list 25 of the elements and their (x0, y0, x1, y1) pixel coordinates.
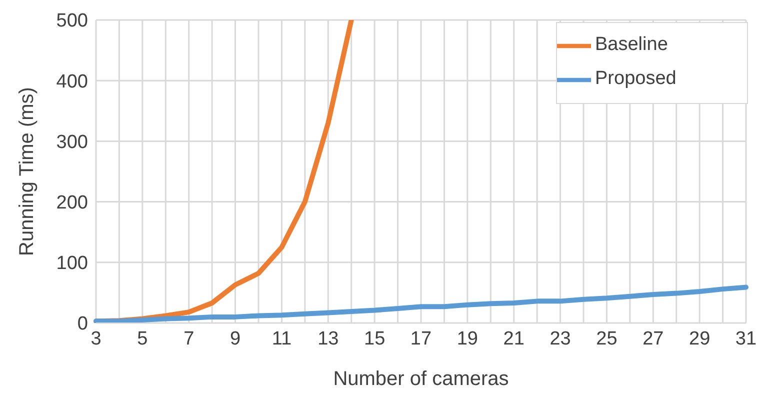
x-tick-label: 21 (503, 328, 524, 350)
x-tick-label: 9 (230, 328, 241, 350)
y-tick-label: 100 (56, 253, 88, 274)
x-tick-label: 17 (410, 328, 432, 350)
x-tick-label: 13 (318, 328, 339, 350)
x-tick-label: 31 (735, 328, 757, 350)
x-tick-label: 27 (642, 328, 664, 350)
x-axis-title: Number of cameras (333, 368, 509, 390)
y-tick-label: 300 (56, 132, 88, 153)
y-tick-label: 200 (56, 192, 88, 214)
x-tick-label: 19 (456, 328, 478, 350)
x-tick-label: 29 (689, 328, 710, 350)
y-tick-label: 500 (56, 10, 88, 32)
x-tick-label: 7 (184, 328, 194, 350)
y-tick-label: 400 (56, 71, 88, 92)
x-tick-label: 23 (550, 328, 571, 350)
x-tick-label: 5 (137, 328, 148, 350)
y-tick-label: 0 (77, 314, 88, 335)
x-tick-label: 25 (596, 328, 618, 350)
legend-label: Proposed (595, 68, 676, 90)
x-tick-label: 15 (364, 328, 386, 350)
legend-label: Baseline (595, 34, 668, 56)
x-tick-label: 3 (90, 328, 102, 350)
x-tick-label: 11 (272, 328, 292, 350)
y-axis-title: Running Time (ms) (16, 87, 38, 256)
